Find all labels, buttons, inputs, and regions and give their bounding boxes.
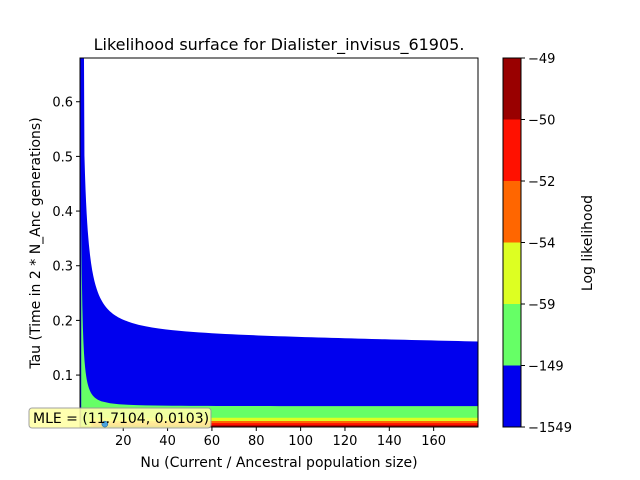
x-tick-label: 120 xyxy=(333,434,358,449)
y-tick-label: 0.5 xyxy=(52,150,73,165)
y-axis-ticks: 0.1 0.2 0.3 0.4 0.5 0.6 xyxy=(52,96,80,384)
plot-area: 20 40 60 80 100 120 140 160 0.10.20.30.40.50.6 … xyxy=(28,57,479,449)
colorbar-tick-label: −54 xyxy=(528,237,555,252)
colorbar-segment xyxy=(503,242,521,304)
colorbar-tick-label: −1549 xyxy=(528,421,572,436)
colorbar-tick-label: −149 xyxy=(528,360,564,375)
x-tick-label: 140 xyxy=(377,434,402,449)
x-tick-label: 40 xyxy=(159,434,176,449)
colorbar-segment xyxy=(503,58,521,120)
mle-marker xyxy=(101,420,109,428)
colorbar-label: Log likelihood xyxy=(580,195,596,291)
x-axis-label: Nu (Current / Ancestral population size) xyxy=(140,455,417,471)
colorbar: −1549 −149 −59 −54 −52 −50 −49 xyxy=(502,52,572,436)
y-tick-label: 0.6 xyxy=(52,96,73,111)
colorbar-segment xyxy=(503,304,521,366)
colorbar-tick-label: −50 xyxy=(528,114,555,129)
y-axis-label: Tau (Time in 2 * N_Anc generations) xyxy=(28,117,44,369)
plot-frame xyxy=(79,57,479,428)
mle-annotation: MLE = (11.7104, 0.0103) xyxy=(28,407,212,429)
colorbar-segment xyxy=(503,181,521,243)
x-axis-ticks: 20 40 60 80 100 120 140 160 xyxy=(115,427,446,449)
x-tick-label: 80 xyxy=(248,434,265,449)
chart-title: Likelihood surface for Dialister_invisus… xyxy=(94,35,465,55)
y-tick-label: 0.4 xyxy=(52,205,73,220)
colorbar-segment xyxy=(503,365,521,427)
x-tick-label: 20 xyxy=(115,434,132,449)
y-tick-label: 0.1 xyxy=(52,369,73,384)
mle-label-box xyxy=(28,407,212,429)
x-tick-label: 160 xyxy=(421,434,446,449)
y-tick-label: 0.2 xyxy=(52,314,73,329)
mle-label: MLE = (11.7104, 0.0103) xyxy=(33,411,209,427)
contour-band xyxy=(80,58,478,427)
y-tick-label: 0.3 xyxy=(52,260,73,275)
colorbar-tick-label: −49 xyxy=(528,52,555,67)
contour-band xyxy=(81,219,478,427)
colorbar-tick-label: −59 xyxy=(528,298,555,313)
x-tick-label: 60 xyxy=(204,434,221,449)
colorbar-tick-label: −52 xyxy=(528,175,555,190)
colorbar-segment xyxy=(503,119,521,181)
x-tick-label: 100 xyxy=(288,434,313,449)
